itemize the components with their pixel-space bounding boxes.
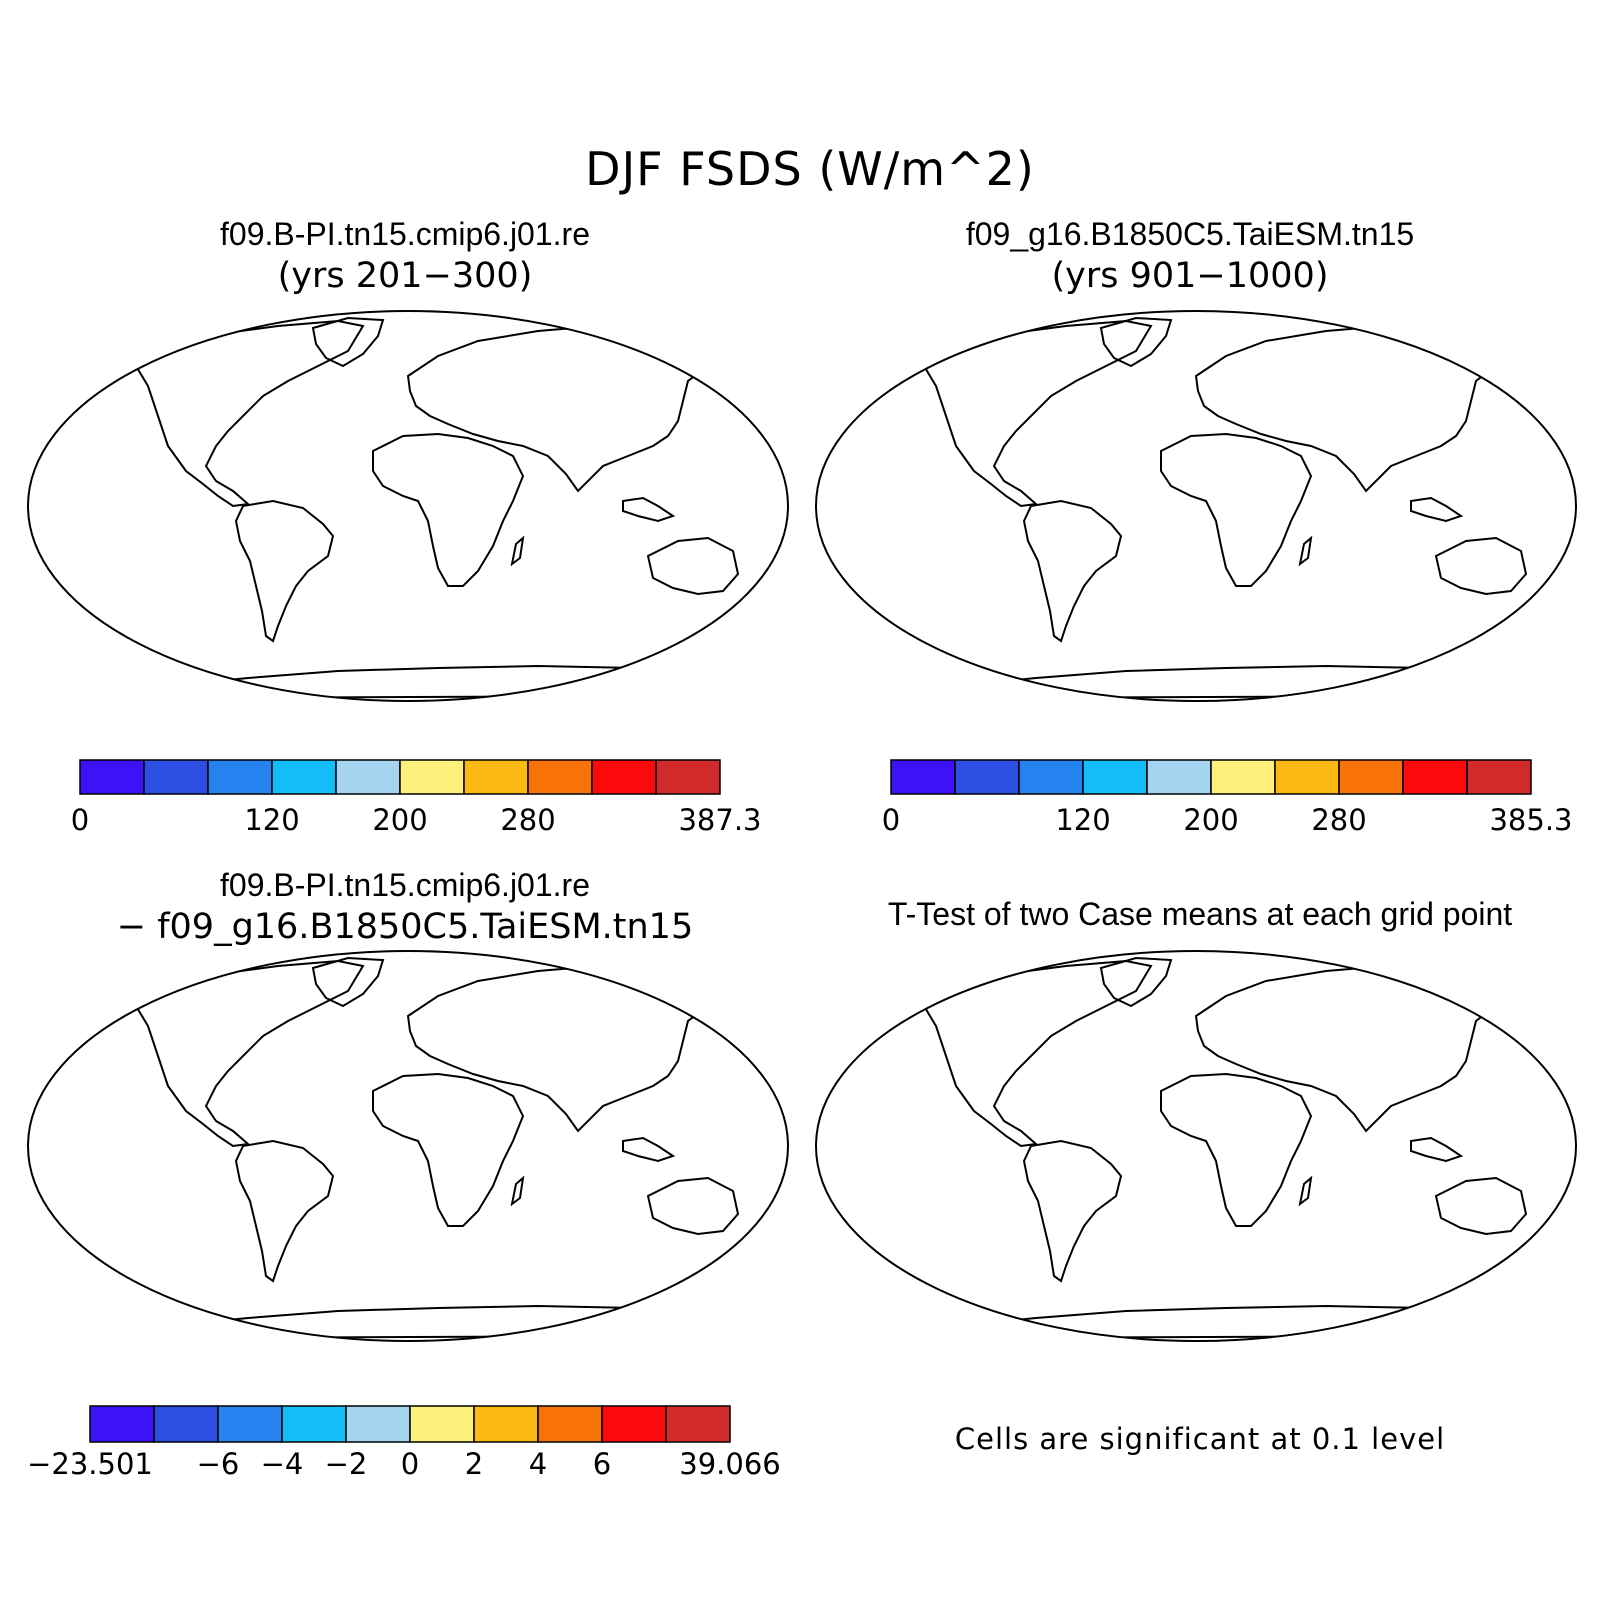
colorbar-tick-label: 0: [401, 1447, 419, 1481]
significance-note: Cells are significant at 0.1 level: [954, 1422, 1446, 1456]
clim1-field: [128, 318, 738, 698]
colorbar-swatch: [890, 759, 956, 795]
colorbar-swatch: [345, 1405, 411, 1443]
panel2-subtitle: (yrs 901−1000): [1051, 256, 1329, 296]
panel1-title: f09.B-PI.tn15.cmip6.j01.re: [220, 216, 590, 252]
colorbar-swatch: [665, 1405, 731, 1443]
figure-title: DJF FSDS (W/m^2): [585, 142, 1035, 196]
panel2-title: f09_g16.B1850C5.TaiESM.tn15: [965, 216, 1415, 252]
colorbar-tick-label: −4: [261, 1447, 304, 1481]
colorbar-swatch: [537, 1405, 603, 1443]
diff-field: [128, 958, 738, 1338]
colorbar-swatch: [1210, 759, 1276, 795]
colorbar-tick-label: 200: [372, 803, 427, 837]
colorbar-swatch: [527, 759, 593, 795]
colorbar-swatch: [601, 1405, 667, 1443]
map-panel-ttest: [815, 950, 1577, 1342]
map-panel-case1: [27, 310, 789, 702]
map-panel-case2: [815, 310, 1577, 702]
colorbar-tick-label: −23.501: [27, 1447, 153, 1481]
colorbar-swatch: [1082, 759, 1148, 795]
panel3-subtitle: − f09_g16.B1850C5.TaiESM.tn15: [116, 907, 694, 947]
colorbar-swatch: [79, 759, 145, 795]
colorbar-tick-label: 120: [1055, 803, 1110, 837]
colorbar-tick-label: 2: [465, 1447, 483, 1481]
ttest-field: [916, 958, 1526, 1338]
colorbar-swatch: [89, 1405, 155, 1443]
colorbar-swatch: [281, 1405, 347, 1443]
colorbar-swatch: [473, 1405, 539, 1443]
colorbar-swatch: [1466, 759, 1532, 795]
colorbar-tick-label: 4: [529, 1447, 547, 1481]
colorbar-tick-label: 385.3: [1489, 803, 1572, 837]
colorbar-swatch: [399, 759, 465, 795]
colorbar-case1: 0 120 200 280 387.3: [71, 759, 762, 837]
colorbar-swatch: [335, 759, 401, 795]
clim2-field: [916, 318, 1526, 698]
colorbar-tick-label: 120: [244, 803, 299, 837]
colorbar-swatch: [207, 759, 273, 795]
colorbar-tick-label: 280: [1311, 803, 1366, 837]
map-panel-diff: [27, 950, 789, 1342]
colorbar-tick-label: 280: [500, 803, 555, 837]
colorbar-swatch: [591, 759, 657, 795]
colorbar-tick-label: 200: [1183, 803, 1238, 837]
colorbar-swatch: [954, 759, 1020, 795]
panel4-title: T-Test of two Case means at each grid po…: [887, 896, 1513, 932]
colorbar-swatch: [217, 1405, 283, 1443]
colorbar-swatch: [1402, 759, 1468, 795]
colorbar-swatch: [1146, 759, 1212, 795]
colorbar-tick-label: −2: [325, 1447, 368, 1481]
colorbar-tick-label: 0: [882, 803, 900, 837]
colorbar-tick-label: 6: [593, 1447, 611, 1481]
panel3-title: f09.B-PI.tn15.cmip6.j01.re: [220, 867, 590, 903]
colorbar-swatch: [153, 1405, 219, 1443]
colorbar-swatch: [1018, 759, 1084, 795]
colorbar-swatch: [1338, 759, 1404, 795]
colorbar-swatch: [271, 759, 337, 795]
colorbar-swatch: [143, 759, 209, 795]
colorbar-case2: 0 120 200 280 385.3: [882, 759, 1573, 837]
colorbar-swatch: [463, 759, 529, 795]
colorbar-swatch: [655, 759, 721, 795]
colorbar-tick-label: 39.066: [679, 1447, 780, 1481]
colorbar-diff: −23.501 −6 −4 −2 0 2 4 6 39.066: [27, 1405, 781, 1481]
colorbar-swatch: [409, 1405, 475, 1443]
colorbar-tick-label: 387.3: [678, 803, 761, 837]
panel1-subtitle: (yrs 201−300): [277, 256, 533, 296]
colorbar-swatch: [1274, 759, 1340, 795]
colorbar-tick-label: −6: [197, 1447, 240, 1481]
colorbar-tick-label: 0: [71, 803, 89, 837]
